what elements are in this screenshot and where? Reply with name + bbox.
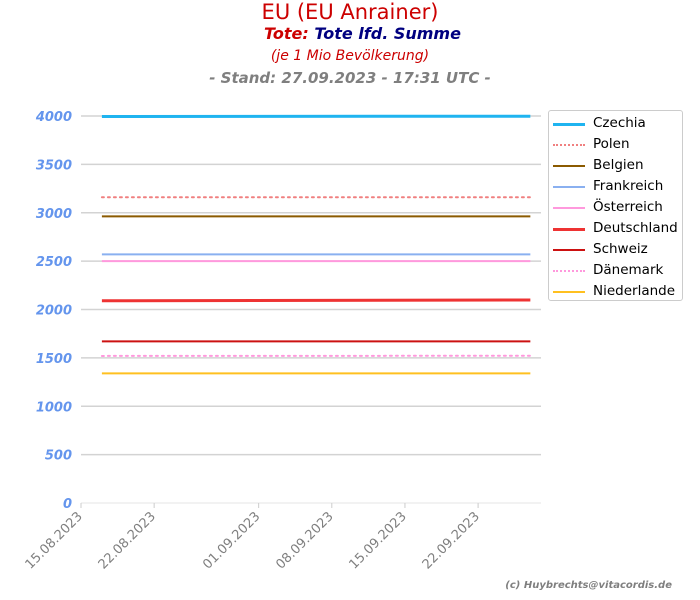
legend-label: Czechia	[593, 115, 646, 131]
legend-item: Polen	[549, 135, 684, 155]
legend-label: Polen	[593, 136, 630, 152]
subtitle-main: Tote lfd. Summe	[314, 24, 461, 43]
x-tick-label: 22.09.2023	[420, 509, 483, 572]
legend-label: Deutschland	[593, 220, 678, 236]
legend-swatch	[553, 249, 585, 251]
x-tick-label: 15.08.2023	[23, 509, 86, 572]
chart-title: EU (EU Anrainer)	[261, 0, 439, 24]
chart-subtitle: Tote: Tote lfd. Summe	[0, 24, 700, 44]
legend-swatch	[553, 123, 585, 126]
legend-item: Belgien	[549, 156, 684, 176]
x-tick-label: 15.09.2023	[347, 509, 410, 572]
legend-label: Dänemark	[593, 262, 664, 278]
legend-label: Belgien	[593, 157, 644, 173]
legend-label: Niederlande	[593, 283, 676, 299]
y-tick-label: 500	[45, 449, 72, 464]
legend-item: Deutschland	[549, 219, 684, 239]
legend-swatch	[553, 165, 585, 167]
legend-swatch	[553, 144, 585, 146]
x-tick-label: 01.09.2023	[200, 509, 263, 572]
legend-item: Österreich	[549, 198, 684, 218]
legend-label: Österreich	[593, 199, 663, 215]
y-tick-label: 4000	[35, 110, 72, 125]
legend-swatch	[553, 186, 585, 188]
legend-swatch	[553, 291, 585, 293]
y-tick-label: 3000	[36, 207, 72, 222]
series-line	[101, 298, 531, 303]
legend-label: Schweiz	[593, 241, 648, 257]
legend-swatch	[553, 228, 585, 231]
legend-item: Schweiz	[549, 240, 684, 260]
legend-label: Frankreich	[593, 178, 664, 194]
y-tick-label: 3500	[36, 158, 72, 173]
legend-swatch	[553, 207, 585, 209]
y-tick-label: 2000	[36, 304, 72, 319]
y-tick-label: 1000	[36, 400, 72, 415]
chart-note: (je 1 Mio Bevölkerung)	[270, 48, 430, 64]
chart-timestamp: - Stand: 27.09.2023 - 17:31 UTC -	[209, 69, 491, 87]
legend-item: Frankreich	[549, 177, 684, 197]
y-tick-label: 2500	[36, 255, 72, 270]
x-tick-label: 22.08.2023	[96, 509, 159, 572]
subtitle-prefix: Tote:	[264, 24, 309, 43]
legend-swatch	[553, 270, 585, 272]
chart-legend: Czechia Polen Belgien Frankreich Österreich D…	[548, 110, 683, 301]
y-tick-label: 1500	[36, 352, 72, 367]
legend-item: Czechia	[549, 114, 684, 134]
y-tick-label: 0	[63, 497, 72, 512]
legend-item: Niederlande	[549, 282, 684, 302]
legend-item: Dänemark	[549, 261, 684, 281]
credit-text: (c) Huybrechts@vitacordis.de	[505, 580, 672, 591]
x-tick-label: 08.09.2023	[273, 509, 336, 572]
